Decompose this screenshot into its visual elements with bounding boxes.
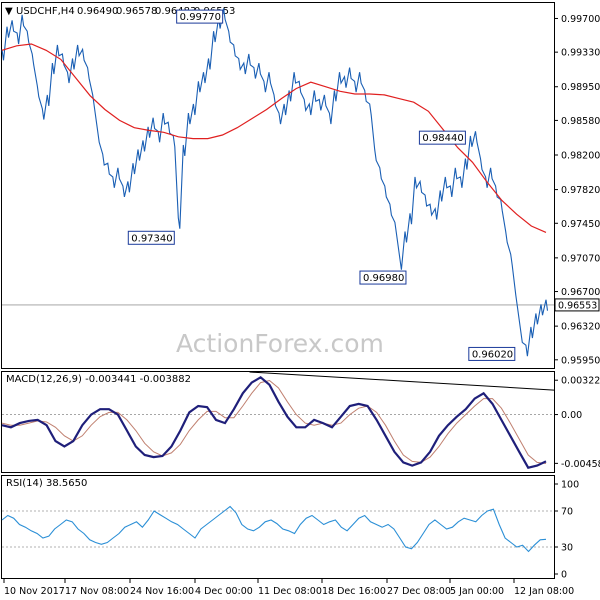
price-label: 0.96020 — [468, 346, 516, 361]
macd-title: MACD(12,26,9) -0.003441 -0.003882 — [6, 374, 191, 385]
price-label-box — [359, 270, 407, 285]
current-price-label: 0.96553 — [558, 300, 597, 311]
macd-line — [1, 375, 547, 469]
macd-panel-frame — [1, 371, 555, 473]
rsi-tick-label: 0 — [561, 570, 567, 581]
symbol-label: USDCHF,H4 — [16, 6, 75, 17]
time-tick-label: 24 Nov 16:00 — [130, 586, 194, 597]
macd-plot — [1, 371, 555, 469]
macd-tick-label: 0.00 — [561, 410, 582, 421]
time-tick-label: 18 Dec 16:00 — [322, 586, 386, 597]
price-tick-label: 0.96320 — [561, 322, 600, 333]
rsi-tick-label: 70 — [561, 507, 573, 518]
time-tick-label: 27 Dec 08:00 — [387, 586, 451, 597]
price-label-box — [468, 346, 516, 361]
time-tick-label: 11 Dec 08:00 — [258, 586, 322, 597]
macd-trendline — [249, 371, 555, 391]
macd-signal-line — [1, 379, 547, 464]
symbol-menu-arrow[interactable]: ▼ — [5, 6, 13, 17]
price-tick-label: 0.97820 — [561, 185, 600, 196]
price-label-text: 0.99770 — [180, 12, 221, 23]
current-price-box-bg — [554, 298, 600, 312]
price-tick-label: 0.95950 — [561, 355, 600, 366]
price-tick-label: 0.99700 — [561, 14, 600, 25]
time-tick-label: 4 Dec 00:00 — [195, 586, 253, 597]
watermark: ActionForex.com — [176, 329, 384, 358]
current-price-box: 0.96553 — [554, 298, 600, 312]
rsi-axis: 100 70 30 0 — [554, 480, 579, 581]
price-series — [1, 8, 549, 357]
price-plot — [1, 8, 554, 357]
price-label-text: 0.96020 — [472, 349, 513, 360]
price-tick-label: 0.98200 — [561, 151, 600, 162]
ohlc-high: 0.96578 — [116, 6, 157, 17]
time-tick-label: 10 Nov 2017 — [4, 586, 65, 597]
price-label: 0.99770 — [176, 9, 224, 24]
macd-axis: 0.003228 0.00 -0.004588 — [554, 376, 600, 470]
price-tick-label: 0.98950 — [561, 82, 600, 93]
price-label-box — [176, 9, 224, 24]
price-annotations: 0.99770 0.97340 0.96980 0.98440 0.96020 — [127, 9, 516, 361]
ohlc-open: 0.96490 — [77, 6, 118, 17]
price-label: 0.98440 — [418, 130, 466, 145]
price-tick-label: 0.96700 — [561, 287, 600, 298]
price-tick-label: 0.97450 — [561, 219, 600, 230]
rsi-title: RSI(14) 38.5650 — [6, 478, 87, 489]
rsi-tick-label: 100 — [561, 480, 579, 491]
price-label: 0.96980 — [359, 270, 407, 285]
time-axis: 10 Nov 2017 17 Nov 08:00 24 Nov 16:00 4 Dec… — [3, 578, 574, 597]
time-tick-label: 17 Nov 08:00 — [65, 586, 129, 597]
price-panel-frame — [1, 2, 555, 369]
moving-average-line — [1, 43, 547, 233]
price-label-box — [127, 230, 175, 245]
price-tick-label: 0.98580 — [561, 116, 600, 127]
macd-tick-label: 0.003228 — [561, 376, 600, 387]
price-label-text: 0.96980 — [363, 273, 404, 284]
price-label-text: 0.97340 — [131, 233, 172, 244]
rsi-panel-frame — [1, 475, 555, 579]
ohlc-low: 0.96483 — [155, 6, 196, 17]
price-tick-label: 0.97070 — [561, 253, 600, 264]
time-tick-label: 12 Jan 08:00 — [514, 586, 574, 597]
rsi-line — [1, 505, 547, 553]
price-label-text: 0.98440 — [422, 133, 463, 144]
price-label: 0.97340 — [127, 230, 175, 245]
rsi-plot — [1, 505, 554, 553]
macd-tick-label: -0.004588 — [561, 459, 600, 470]
price-label-box — [418, 130, 466, 145]
time-tick-label: 5 Jan 00:00 — [450, 586, 504, 597]
rsi-tick-label: 30 — [561, 543, 573, 554]
price-axis: 0.99700 0.99330 0.98950 0.98580 0.98200 0.978… — [554, 14, 600, 366]
price-tick-label: 0.99330 — [561, 48, 600, 59]
